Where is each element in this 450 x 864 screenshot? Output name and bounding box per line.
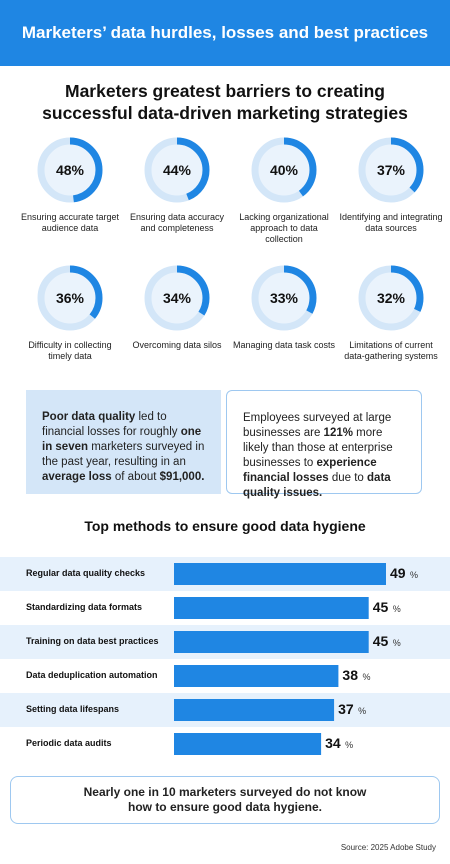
donut-label: Limitations of current data-gathering sy…	[344, 340, 438, 361]
text-segment: 121%	[323, 427, 353, 439]
value-unit: %	[410, 570, 419, 580]
value-label-group: 37 %	[338, 701, 366, 719]
donut-title: Marketers greatest barriers to creating …	[42, 81, 408, 123]
value-label-group: 45 %	[373, 599, 401, 617]
donut-value: 34%	[163, 290, 192, 306]
text-segment: experience financial losses	[243, 457, 377, 484]
bar	[174, 631, 369, 653]
category-label: Setting data lifespans	[26, 704, 120, 714]
value-unit: %	[392, 604, 401, 614]
bar	[174, 699, 335, 721]
donut-arc	[358, 137, 424, 203]
value-label-group: 34 %	[325, 735, 353, 753]
donut-label: Overcoming data silos	[132, 340, 222, 350]
header-title: Marketers’ data hurdles, losses and best…	[0, 0, 450, 66]
value-label: 34	[325, 735, 341, 751]
note: Nearly one in 10 marketers surveyed do n…	[80, 785, 370, 815]
donut-label: Ensuring data accuracy and completeness	[129, 212, 225, 233]
bar-title: Top methods to ensure good data hygiene	[84, 518, 366, 534]
value-unit: %	[362, 672, 371, 682]
donut-value: 48%	[56, 162, 85, 178]
donut-arc	[358, 265, 424, 331]
text-segment: $91,000.	[159, 471, 205, 483]
text-segment: led to financial losses for roughly	[42, 411, 181, 438]
category-label: Periodic data audits	[26, 738, 112, 748]
bar	[174, 563, 386, 585]
donut-value: 44%	[163, 162, 192, 178]
text-segment: of about	[111, 471, 160, 483]
donut-value: 40%	[270, 162, 299, 178]
donut-label: Lacking organizational approach to data …	[239, 212, 329, 244]
value-label-group: 38 %	[342, 667, 370, 685]
note-box: Nearly one in 10 marketers surveyed do n…	[10, 776, 440, 824]
donut-arc	[251, 137, 317, 203]
callout: Poor data quality led to financial losse…	[26, 390, 221, 494]
donut-label: Managing data task costs	[232, 340, 336, 350]
value-unit: %	[345, 740, 354, 750]
value-label: 38	[342, 667, 358, 683]
category-label: Data deduplication automation	[26, 670, 158, 680]
value-label: 45	[372, 599, 389, 615]
bar	[174, 597, 369, 619]
text-segment: Employees surveyed at large businesses a…	[243, 412, 392, 439]
source: Source: 2025 Adobe Study	[340, 843, 436, 852]
donut-value: 33%	[270, 290, 299, 306]
value-unit: %	[392, 638, 401, 648]
value-label: 49	[390, 565, 406, 581]
donut-value: 36%	[56, 290, 85, 306]
donut-label: Identifying and integrating data sources	[339, 212, 443, 233]
donut-value: 37%	[377, 162, 406, 178]
donut-label: Ensuring accurate target audience data	[20, 212, 120, 233]
text-segment: one in seven	[42, 426, 202, 453]
text-segment: how to ensure	[127, 800, 213, 814]
text-segment: Poor data quality	[42, 411, 136, 423]
callout: Employees surveyed at large businesses a…	[226, 390, 422, 499]
value-label-group: 45 %	[373, 633, 401, 651]
donut-arc	[37, 265, 103, 331]
category-label: Standardizing data formats	[26, 602, 143, 612]
text-segment: marketers surveyed in the past year, res…	[42, 441, 205, 468]
donut-arc	[144, 265, 210, 331]
value-unit: %	[358, 706, 367, 716]
bar	[174, 733, 322, 755]
text-segment: good data hygiene.	[212, 800, 323, 814]
text-segment: Nearly one in 10 marketers surveyed	[83, 785, 296, 799]
text-segment: more likely than those at enterprise bus…	[243, 427, 393, 469]
value-label: 37	[338, 701, 354, 717]
text-segment: do not know	[295, 785, 367, 799]
donut-value: 32%	[377, 290, 406, 306]
text-segment: average loss	[42, 471, 112, 483]
category-label: Training on data best practices	[26, 636, 159, 646]
value-label: 45	[372, 633, 389, 649]
donut-label: Difficulty in collecting timely data	[28, 340, 112, 361]
donut-arc	[251, 265, 317, 331]
donut-arc	[144, 137, 210, 203]
text-segment: due to	[328, 472, 368, 484]
text-segment: data quality issues.	[243, 472, 391, 499]
bar	[174, 665, 339, 687]
value-label-group: 49 %	[390, 565, 418, 583]
donut-arc	[37, 137, 103, 203]
category-label: Regular data quality checks	[26, 568, 146, 578]
